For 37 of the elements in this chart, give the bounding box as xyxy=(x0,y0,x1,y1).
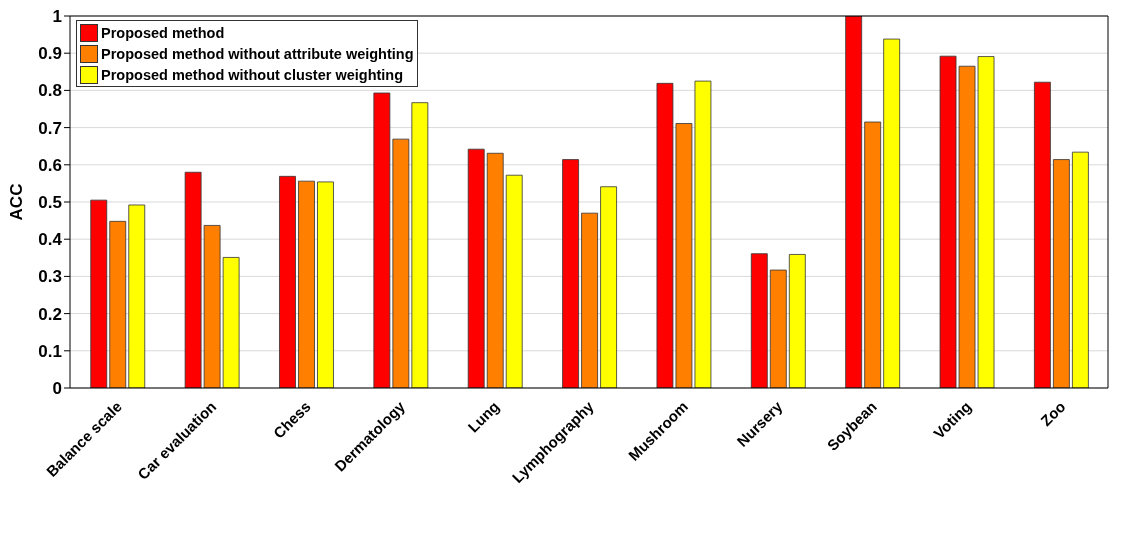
bar xyxy=(109,220,127,388)
bar xyxy=(1034,81,1051,388)
bar xyxy=(769,269,787,388)
bar xyxy=(1053,159,1070,388)
bar xyxy=(467,148,485,388)
bar xyxy=(845,16,863,388)
y-tick-label: 0.2 xyxy=(38,304,62,324)
bar xyxy=(317,181,334,388)
bar xyxy=(486,152,504,388)
bar xyxy=(562,159,579,388)
legend-label: Proposed method xyxy=(101,24,225,41)
y-tick-label: 0.6 xyxy=(38,155,62,175)
bar xyxy=(279,175,296,388)
bar xyxy=(864,121,882,388)
bar xyxy=(1072,151,1089,388)
y-tick-label: 0.1 xyxy=(38,341,62,361)
y-tick-label: 0.4 xyxy=(38,230,63,250)
legend-label: Proposed method without cluster weighting xyxy=(101,66,404,83)
bar xyxy=(750,253,768,388)
y-tick-label: 0 xyxy=(52,379,62,399)
y-tick-label: 0.7 xyxy=(38,118,62,138)
bar xyxy=(788,254,806,388)
x-tick-label: Zoo xyxy=(1037,397,1069,430)
legend-label: Proposed method without attribute weighting xyxy=(101,45,414,62)
bar xyxy=(128,204,146,388)
y-tick-label: 1 xyxy=(52,7,62,27)
y-tick-label: 0.8 xyxy=(38,81,62,101)
bar xyxy=(90,199,108,388)
bar xyxy=(883,38,901,388)
bar xyxy=(600,186,617,388)
y-tick-label: 0.3 xyxy=(38,267,62,287)
y-tick-label: 0.9 xyxy=(38,44,62,64)
bar xyxy=(581,212,598,388)
bar xyxy=(298,180,315,388)
y-axis-title: ACC xyxy=(7,183,27,221)
bar xyxy=(505,174,523,388)
y-tick-label: 0.5 xyxy=(38,193,62,213)
